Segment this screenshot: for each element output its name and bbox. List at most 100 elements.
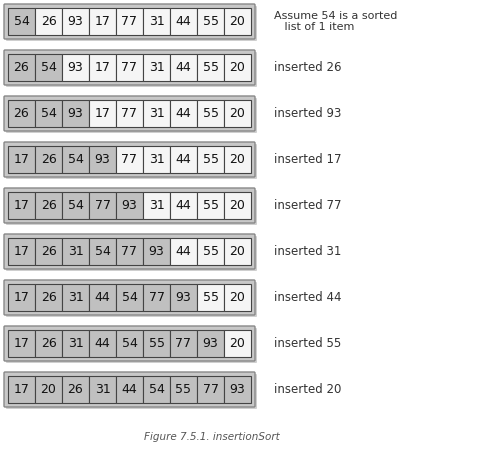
Text: 31: 31 bbox=[149, 15, 165, 28]
Bar bbox=[89, 146, 116, 173]
Bar bbox=[224, 330, 251, 357]
Bar bbox=[35, 192, 62, 219]
FancyBboxPatch shape bbox=[4, 326, 255, 361]
Text: 77: 77 bbox=[121, 107, 137, 120]
Text: 26: 26 bbox=[14, 61, 30, 74]
Bar bbox=[197, 330, 224, 357]
Text: 54: 54 bbox=[149, 383, 165, 396]
Text: 20: 20 bbox=[229, 199, 245, 212]
Bar bbox=[143, 376, 170, 403]
Text: 17: 17 bbox=[94, 107, 110, 120]
Text: 77: 77 bbox=[94, 199, 110, 212]
Text: 77: 77 bbox=[121, 61, 137, 74]
Bar bbox=[224, 192, 251, 219]
Text: 17: 17 bbox=[14, 383, 30, 396]
FancyBboxPatch shape bbox=[4, 280, 255, 315]
Bar bbox=[170, 146, 197, 173]
Text: 31: 31 bbox=[149, 61, 165, 74]
Text: inserted 44: inserted 44 bbox=[274, 291, 342, 304]
Bar bbox=[116, 100, 143, 127]
Bar bbox=[197, 146, 224, 173]
FancyBboxPatch shape bbox=[4, 96, 255, 131]
Text: 31: 31 bbox=[68, 245, 83, 258]
Text: 17: 17 bbox=[14, 245, 30, 258]
Bar bbox=[116, 146, 143, 173]
Text: 44: 44 bbox=[176, 153, 191, 166]
Bar bbox=[89, 54, 116, 81]
Bar bbox=[8, 100, 35, 127]
Bar bbox=[89, 192, 116, 219]
Bar bbox=[224, 100, 251, 127]
Bar bbox=[116, 284, 143, 311]
FancyBboxPatch shape bbox=[4, 372, 255, 407]
Bar bbox=[224, 54, 251, 81]
Text: 55: 55 bbox=[149, 337, 165, 350]
Bar bbox=[170, 100, 197, 127]
Bar bbox=[116, 238, 143, 265]
Text: 93: 93 bbox=[68, 15, 83, 28]
Text: 17: 17 bbox=[94, 15, 110, 28]
FancyBboxPatch shape bbox=[6, 6, 257, 41]
Bar bbox=[143, 100, 170, 127]
Bar bbox=[116, 376, 143, 403]
Text: 17: 17 bbox=[94, 61, 110, 74]
Bar bbox=[62, 238, 89, 265]
Bar bbox=[197, 376, 224, 403]
Bar bbox=[8, 330, 35, 357]
Bar bbox=[116, 192, 143, 219]
Bar bbox=[197, 284, 224, 311]
Text: 55: 55 bbox=[202, 15, 218, 28]
Bar bbox=[197, 192, 224, 219]
Text: 26: 26 bbox=[68, 383, 83, 396]
Bar bbox=[89, 100, 116, 127]
Bar bbox=[170, 8, 197, 35]
Bar bbox=[8, 284, 35, 311]
FancyBboxPatch shape bbox=[6, 374, 257, 409]
Bar bbox=[116, 8, 143, 35]
Text: inserted 17: inserted 17 bbox=[274, 153, 342, 166]
Text: 93: 93 bbox=[121, 199, 137, 212]
Text: 93: 93 bbox=[68, 61, 83, 74]
FancyBboxPatch shape bbox=[6, 98, 257, 133]
Text: 26: 26 bbox=[41, 291, 56, 304]
Text: 93: 93 bbox=[176, 291, 191, 304]
Bar bbox=[62, 376, 89, 403]
Bar bbox=[224, 284, 251, 311]
Text: 26: 26 bbox=[14, 107, 30, 120]
Bar bbox=[170, 192, 197, 219]
Text: inserted 55: inserted 55 bbox=[274, 337, 341, 350]
Text: 31: 31 bbox=[68, 337, 83, 350]
Text: 26: 26 bbox=[41, 245, 56, 258]
Text: inserted 31: inserted 31 bbox=[274, 245, 341, 258]
Text: Figure 7.5.1. insertionSort: Figure 7.5.1. insertionSort bbox=[144, 432, 280, 442]
Bar bbox=[35, 330, 62, 357]
Bar bbox=[116, 54, 143, 81]
Text: 44: 44 bbox=[176, 61, 191, 74]
Text: 54: 54 bbox=[121, 337, 137, 350]
Bar bbox=[35, 8, 62, 35]
Bar bbox=[143, 8, 170, 35]
Text: 31: 31 bbox=[149, 107, 165, 120]
Bar bbox=[224, 8, 251, 35]
Text: 44: 44 bbox=[95, 337, 110, 350]
Text: 44: 44 bbox=[176, 15, 191, 28]
Text: 77: 77 bbox=[149, 291, 165, 304]
Bar bbox=[224, 376, 251, 403]
Bar bbox=[170, 330, 197, 357]
Bar bbox=[89, 238, 116, 265]
Text: 26: 26 bbox=[41, 15, 56, 28]
Text: 44: 44 bbox=[176, 245, 191, 258]
Bar bbox=[35, 238, 62, 265]
Bar bbox=[143, 192, 170, 219]
Text: 55: 55 bbox=[202, 153, 218, 166]
Text: 54: 54 bbox=[121, 291, 137, 304]
FancyBboxPatch shape bbox=[4, 188, 255, 223]
Bar bbox=[224, 146, 251, 173]
FancyBboxPatch shape bbox=[6, 190, 257, 225]
Bar bbox=[8, 376, 35, 403]
Text: 17: 17 bbox=[14, 291, 30, 304]
Text: 31: 31 bbox=[149, 153, 165, 166]
FancyBboxPatch shape bbox=[4, 142, 255, 177]
Bar bbox=[62, 192, 89, 219]
Text: 44: 44 bbox=[176, 107, 191, 120]
